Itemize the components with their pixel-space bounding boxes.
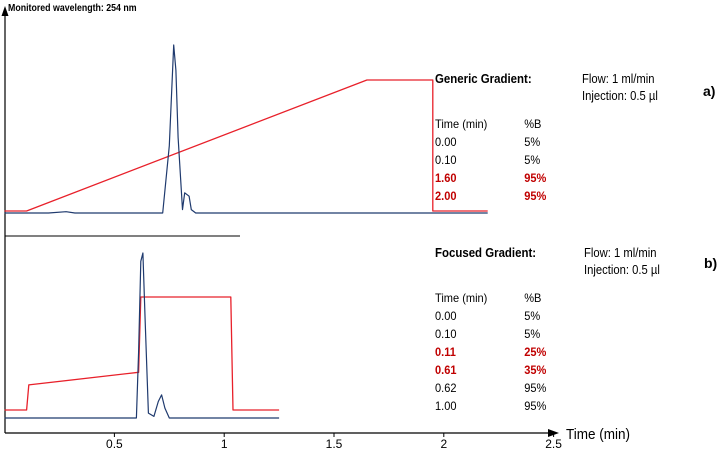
percent-b-header: %B [524, 291, 542, 305]
percent-b-cell: 25% [524, 345, 547, 359]
table-row: 0.10 5% [435, 325, 570, 343]
table-header-row: Time (min) %B [435, 289, 570, 307]
percent-b-cell: 5% [524, 135, 541, 149]
table-row: 0.62 95% [435, 379, 570, 397]
percent-b-cell: 95% [524, 399, 547, 413]
table-row: 0.00 5% [435, 307, 570, 325]
time-cell: 0.10 [435, 327, 457, 341]
table-header-row: Time (min) %B [435, 115, 570, 133]
panel-a-letter: a) [703, 83, 716, 99]
percent-b-cell: 5% [524, 309, 541, 323]
panel-b-letter: b) [704, 255, 718, 271]
panel-a-title: Generic Gradient: [435, 71, 532, 86]
table-row: 0.11 25% [435, 343, 570, 361]
chart-axes: 0.5 1 1.5 2 2.5 [1, 6, 562, 451]
panel-b-flow: Flow: 1 ml/min [584, 246, 657, 260]
time-cell: 0.11 [435, 345, 456, 359]
table-row: 1.00 95% [435, 397, 570, 415]
table-row: 0.10 5% [435, 151, 570, 169]
x-tick-label: 1.5 [326, 437, 343, 451]
percent-b-cell: 95% [524, 381, 547, 395]
panel-a-injection: Injection: 0.5 µl [582, 89, 658, 103]
time-cell: 0.62 [435, 381, 457, 395]
table-row: 1.60 95% [435, 169, 570, 187]
y-axis-arrowhead [1, 6, 9, 16]
percent-b-cell: 5% [524, 327, 541, 341]
percent-b-cell: 35% [524, 363, 547, 377]
chart-plots [4, 44, 488, 419]
panel-a-chromatogram-line [4, 44, 488, 214]
table-row: 0.00 5% [435, 133, 570, 151]
table-row: 0.61 35% [435, 361, 570, 379]
time-cell: 0.61 [435, 363, 457, 377]
x-axis-title: Time (min) [566, 426, 630, 443]
panel-b-gradient-line [4, 296, 280, 411]
percent-b-cell: 5% [524, 153, 541, 167]
time-header: Time (min) [435, 291, 488, 305]
panel-a-gradient-table: Time (min) %B 0.00 5% 0.10 5% 1.60 95% 2.00 95% [435, 115, 582, 205]
x-tick-label: 2.5 [545, 437, 562, 451]
panel-b-injection: Injection: 0.5 µl [584, 263, 660, 277]
x-tick-label: 0.5 [106, 437, 123, 451]
time-cell: 1.00 [435, 399, 457, 413]
x-tick-label: 2 [440, 437, 447, 451]
panel-b-title: Focused Gradient: [435, 245, 537, 260]
time-cell: 0.00 [435, 135, 457, 149]
panel-a-flow: Flow: 1 ml/min [582, 72, 655, 86]
time-cell: 2.00 [435, 189, 457, 203]
monitored-wavelength-label: Monitored wavelength: 254 nm [8, 3, 137, 14]
panel-a-gradient-line [4, 79, 488, 212]
time-cell: 0.00 [435, 309, 457, 323]
panel-b-chromatogram-line [4, 252, 280, 419]
x-tick-label: 1 [221, 437, 228, 451]
percent-b-cell: 95% [524, 171, 547, 185]
panel-b-gradient-table: Time (min) %B 0.00 5% 0.10 5% 0.11 25% 0.61 35%… [435, 289, 582, 415]
time-header: Time (min) [435, 117, 488, 131]
percent-b-header: %B [524, 117, 542, 131]
table-row: 2.00 95% [435, 187, 570, 205]
time-cell: 1.60 [435, 171, 457, 185]
percent-b-cell: 95% [524, 189, 547, 203]
time-cell: 0.10 [435, 153, 457, 167]
